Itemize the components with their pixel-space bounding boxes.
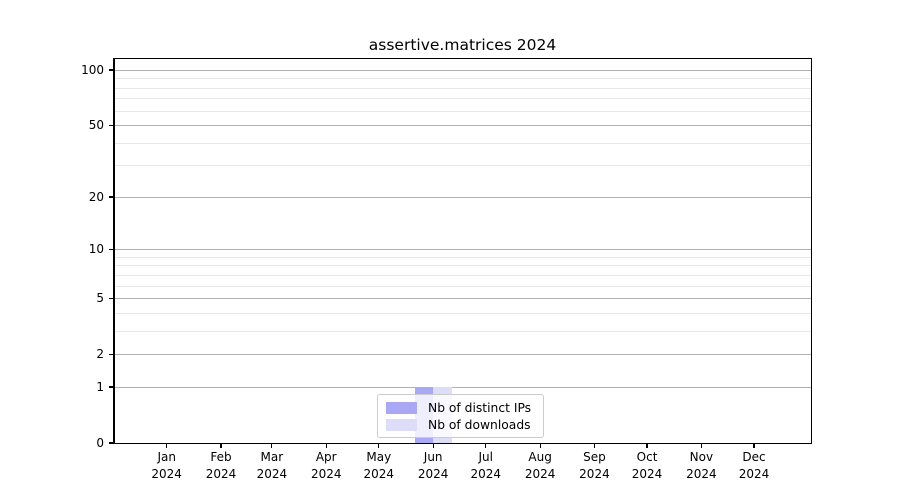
left-spine [113, 58, 115, 445]
x-tick-mark [220, 444, 222, 449]
major-gridline [114, 386, 811, 388]
major-gridline [114, 249, 811, 251]
major-gridline [114, 70, 811, 71]
x-tick-year: 2024 [256, 467, 288, 481]
x-tick-label: Jun 2024 [406, 449, 460, 483]
x-tick-year: 2024 [205, 467, 237, 481]
y-tick-mark [108, 297, 114, 299]
x-tick-mark [432, 444, 434, 449]
x-tick-mark [753, 444, 755, 449]
x-tick-year: 2024 [686, 467, 717, 481]
x-tick-mark [646, 444, 648, 449]
x-tick-label: Oct 2024 [620, 449, 674, 483]
x-tick-mark [378, 444, 380, 449]
major-gridline [114, 196, 811, 198]
x-tick-year: 2024 [417, 467, 449, 481]
major-gridline [114, 354, 811, 356]
legend-swatch-distinct-ips-icon [386, 401, 417, 414]
minor-gridline [114, 312, 811, 314]
x-tick-year: 2024 [310, 467, 342, 481]
y-tick-mark [108, 196, 114, 198]
legend: Nb of distinct IPs Nb of downloads [377, 394, 544, 438]
major-gridline [114, 125, 811, 127]
y-tick-label: 1 [96, 379, 104, 394]
minor-gridline [114, 285, 811, 287]
y-tick-label: 5 [96, 291, 104, 306]
x-tick-year: 2024 [738, 467, 770, 481]
y-tick-mark [108, 386, 114, 388]
x-tick-label: Sep 2024 [567, 449, 621, 483]
y-tick-label: 0 [96, 436, 104, 450]
x-tick-label: Feb 2024 [194, 449, 248, 483]
x-tick-year: 2024 [524, 467, 556, 481]
x-tick-label: Apr 2024 [299, 449, 353, 483]
x-tick-mark [325, 444, 327, 449]
x-tick-year: 2024 [151, 467, 182, 481]
right-spine [810, 58, 812, 445]
x-tick-label: Dec 2024 [727, 449, 781, 483]
x-tick-mark [166, 444, 168, 449]
legend-label-downloads: Nb of downloads [428, 417, 531, 432]
y-tick-mark [108, 124, 114, 126]
y-tick-mark [108, 442, 114, 444]
x-tick-label: Jul 2024 [459, 449, 513, 483]
minor-gridline [114, 330, 811, 332]
bottom-spine [113, 443, 812, 445]
y-tick-mark [108, 353, 114, 355]
minor-gridline [114, 110, 811, 112]
y-tick-mark [108, 248, 114, 250]
chart-title: assertive.matrices 2024 [368, 36, 557, 54]
legend-label-distinct-ips: Nb of distinct IPs [428, 400, 532, 415]
x-tick-mark [485, 444, 487, 449]
minor-gridline [114, 274, 811, 276]
x-tick-year: 2024 [579, 467, 610, 481]
minor-gridline [114, 87, 811, 89]
y-tick-mark [108, 69, 114, 71]
x-tick-year: 2024 [363, 467, 395, 481]
x-tick-year: 2024 [470, 467, 502, 481]
y-tick-label: 2 [96, 347, 104, 362]
minor-gridline [114, 165, 811, 167]
x-tick-mark [700, 444, 702, 449]
x-tick-label: Mar 2024 [245, 449, 299, 483]
x-tick-year: 2024 [631, 467, 663, 481]
minor-gridline [114, 265, 811, 267]
x-tick-mark [271, 444, 273, 449]
major-gridline [114, 298, 811, 300]
y-tick-label: 50 [88, 118, 104, 133]
legend-item-downloads: Nb of downloads [378, 416, 543, 433]
minor-gridline [114, 78, 811, 80]
x-tick-mark [593, 444, 596, 449]
minor-gridline [114, 256, 811, 258]
y-tick-label: 100 [81, 63, 104, 77]
x-tick-label: May 2024 [352, 449, 406, 483]
minor-gridline [114, 98, 811, 100]
x-tick-label: Jan 2024 [140, 449, 194, 483]
minor-gridline [114, 142, 811, 144]
y-tick-label: 10 [88, 242, 104, 257]
top-spine [113, 58, 812, 60]
x-tick-label: Aug 2024 [513, 449, 567, 483]
legend-item-distinct-ips: Nb of distinct IPs [378, 399, 543, 416]
plot-area [114, 58, 811, 443]
y-tick-label: 20 [88, 189, 104, 204]
x-tick-mark [539, 444, 541, 449]
x-tick-label: Nov 2024 [674, 449, 728, 483]
legend-swatch-downloads-icon [386, 418, 417, 431]
